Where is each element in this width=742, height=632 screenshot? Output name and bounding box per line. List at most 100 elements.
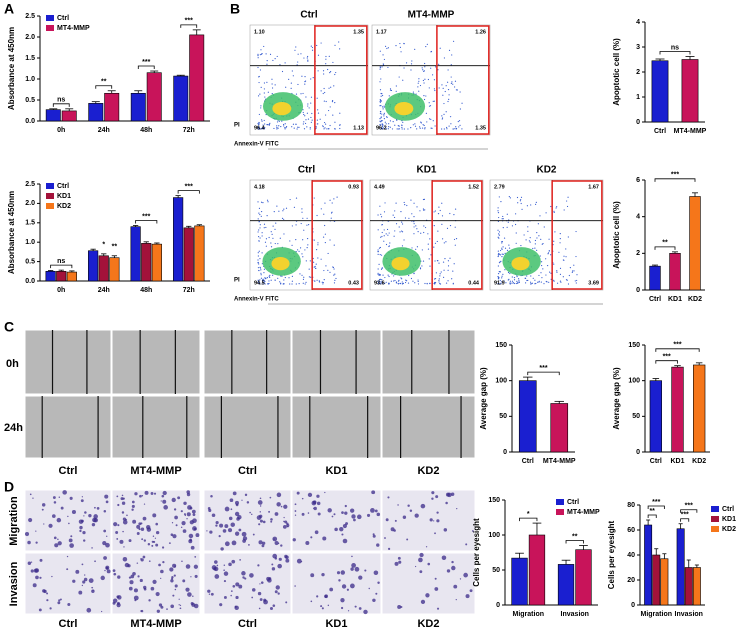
significance-bracket — [527, 371, 560, 376]
flow-dot — [411, 60, 413, 62]
quadrant-value: 1.26 — [475, 29, 486, 35]
flow-dot — [441, 118, 443, 120]
flow-dot — [563, 255, 565, 257]
significance: *** — [652, 499, 660, 506]
flow-dot — [259, 54, 262, 56]
flow-dot — [384, 282, 386, 285]
flow-dot — [526, 275, 528, 277]
stained-cell — [276, 492, 282, 498]
flow-dot — [435, 272, 437, 274]
flow-dot — [548, 250, 550, 252]
flow-dot — [423, 198, 426, 201]
stained-cell — [96, 507, 100, 510]
apoptosis-gate — [431, 180, 483, 290]
flow-dot — [274, 242, 276, 245]
flow-dot — [260, 86, 262, 88]
stained-cell — [376, 543, 380, 547]
stained-cell — [342, 538, 348, 544]
flow-dot — [500, 201, 502, 203]
flow-dot — [281, 120, 283, 122]
stained-cell — [262, 520, 266, 524]
flow-dot — [513, 276, 516, 279]
stained-cell — [182, 529, 187, 533]
flow-dot — [305, 96, 307, 98]
bar — [660, 558, 669, 606]
stained-cell — [139, 494, 142, 498]
stained-cell — [117, 595, 122, 600]
flow-dot — [380, 95, 382, 97]
flow-dot — [260, 105, 262, 107]
stained-cell — [215, 521, 219, 525]
stained-cell — [129, 580, 134, 585]
flow-dot — [279, 64, 281, 66]
stained-cell — [35, 541, 38, 544]
flow-dot — [316, 279, 318, 281]
stained-cell — [68, 538, 73, 543]
stained-cell — [349, 583, 355, 589]
scratch-label: KD2 — [417, 465, 439, 477]
stained-cell — [189, 520, 194, 525]
stained-cell — [193, 564, 199, 569]
flow-dot — [278, 210, 280, 212]
flow-dot — [430, 51, 432, 53]
flow-dot — [537, 223, 539, 225]
stained-cell — [451, 565, 456, 571]
flow-dot — [543, 283, 545, 285]
flow-dot — [413, 226, 415, 228]
stained-cell — [224, 541, 230, 547]
flow-dot — [447, 280, 449, 282]
flow-dot — [502, 215, 504, 218]
flow-dot — [423, 231, 425, 234]
flow-dot — [292, 75, 294, 77]
stained-cell — [136, 532, 140, 535]
flow-dot — [277, 277, 279, 279]
flow-dot — [430, 118, 432, 120]
flow-dot — [298, 283, 300, 285]
significance: ** — [112, 244, 118, 251]
stained-cell — [27, 561, 32, 566]
flow-dot — [498, 262, 501, 264]
flow-dot — [280, 125, 282, 128]
stained-cell — [140, 610, 142, 612]
flow-dot — [423, 98, 426, 101]
flow-dot — [443, 102, 445, 105]
flow-dot — [430, 127, 432, 129]
quadrant-value: 1.52 — [468, 184, 479, 190]
stained-cell — [172, 534, 177, 539]
flow-dot — [381, 235, 383, 238]
flow-dot — [455, 89, 458, 91]
flow-dot — [567, 236, 569, 238]
flow-dot — [334, 279, 336, 282]
stained-cell — [211, 513, 216, 518]
x-tick-label: Migration — [641, 611, 673, 618]
flow-dot — [313, 280, 316, 282]
flow-dot — [307, 105, 309, 107]
transwell-image — [203, 489, 292, 552]
flow-dot — [380, 104, 382, 107]
flow-dot — [304, 249, 306, 251]
flow-dot — [500, 282, 502, 284]
stained-cell — [29, 493, 32, 496]
flow-dot — [390, 280, 392, 282]
flow-dot — [379, 281, 381, 283]
flow-dot — [377, 272, 379, 275]
stained-cell — [249, 511, 251, 514]
flow-dot — [423, 82, 425, 84]
stained-cell — [260, 581, 264, 584]
stained-cell — [322, 536, 327, 541]
flow-dot — [556, 282, 559, 284]
flow-dot — [513, 282, 515, 285]
flow-dot — [377, 280, 379, 282]
flow-dot — [383, 117, 385, 120]
flow-dot — [422, 208, 425, 210]
stained-cell — [234, 500, 239, 505]
flow-dot — [414, 123, 416, 125]
stained-cell — [272, 536, 278, 542]
flow-dot — [311, 119, 313, 121]
y-axis-label: Cells per eyesight — [472, 518, 481, 587]
legend-swatch — [46, 193, 54, 199]
flow-dot — [379, 274, 381, 276]
flow-dot — [379, 120, 381, 122]
flow-dot — [385, 243, 388, 246]
stained-cell — [208, 593, 211, 595]
